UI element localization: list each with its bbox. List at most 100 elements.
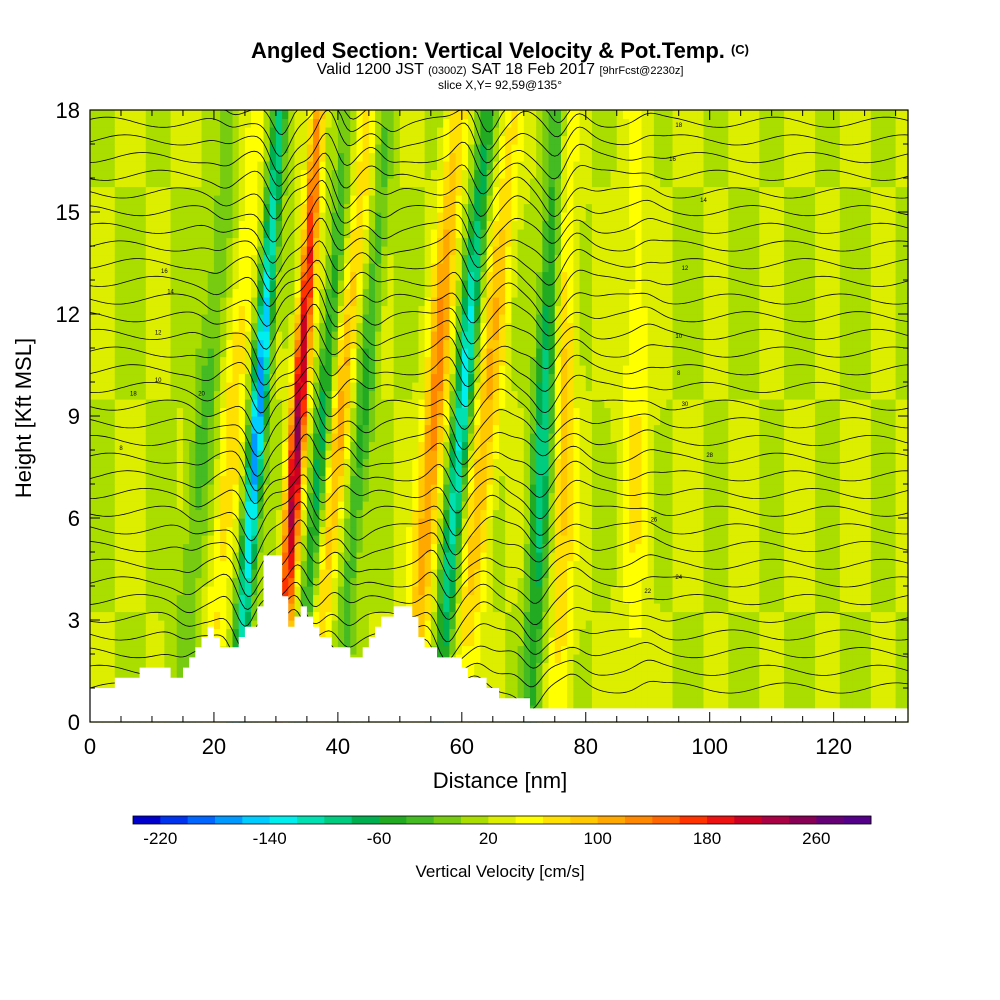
velocity-cell [170, 280, 178, 290]
velocity-cell [195, 220, 203, 230]
velocity-cell [176, 110, 184, 120]
velocity-cell [306, 118, 314, 128]
velocity-cell [368, 603, 376, 613]
velocity-cell [244, 552, 252, 562]
velocity-cell [356, 501, 364, 511]
velocity-cell [232, 254, 240, 264]
velocity-cell [486, 526, 494, 536]
velocity-cell [350, 382, 358, 392]
velocity-cell [443, 569, 451, 579]
velocity-cell [114, 586, 122, 596]
velocity-cell [102, 135, 110, 145]
velocity-cell [393, 356, 401, 366]
velocity-cell [244, 484, 252, 494]
velocity-cell [145, 314, 153, 324]
velocity-cell [207, 144, 215, 154]
velocity-cell [517, 688, 525, 698]
velocity-cell [288, 407, 296, 417]
velocity-cell [90, 543, 97, 553]
velocity-cell [437, 501, 444, 511]
velocity-cell [164, 450, 172, 460]
velocity-cell [102, 671, 110, 681]
velocity-cell [449, 526, 457, 536]
velocity-cell [176, 186, 184, 196]
velocity-cell [474, 220, 482, 230]
velocity-cell [381, 322, 389, 332]
velocity-cell [325, 237, 333, 247]
velocity-cell [139, 399, 147, 409]
velocity-cell [275, 271, 283, 281]
velocity-cell [350, 407, 358, 417]
velocity-cell [319, 560, 327, 570]
velocity-cell [114, 263, 122, 273]
velocity-cell [263, 433, 271, 443]
velocity-cell [269, 186, 277, 196]
velocity-cell [368, 475, 376, 485]
velocity-cell [195, 305, 203, 315]
velocity-cell [437, 322, 444, 332]
velocity-cell [139, 348, 147, 358]
velocity-cell [282, 543, 289, 553]
velocity-cell [437, 543, 444, 553]
velocity-cell [492, 526, 500, 536]
velocity-cell [139, 220, 147, 230]
velocity-cell [114, 450, 122, 460]
velocity-cell [244, 382, 252, 392]
velocity-cell [499, 288, 506, 298]
velocity-cell [232, 526, 240, 536]
velocity-cell [244, 467, 252, 477]
velocity-cell [381, 577, 389, 587]
velocity-cell [344, 560, 351, 570]
velocity-cell [306, 254, 314, 264]
velocity-cell [406, 110, 413, 120]
velocity-cell [319, 203, 327, 213]
velocity-cell [151, 305, 159, 315]
velocity-cell [362, 433, 370, 443]
velocity-cell [480, 305, 488, 315]
velocity-cell [474, 552, 482, 562]
velocity-cell [263, 407, 271, 417]
velocity-cell [90, 501, 97, 511]
velocity-cell [430, 543, 438, 553]
velocity-cell [139, 373, 147, 383]
velocity-cell [170, 169, 178, 179]
velocity-cell [257, 467, 265, 477]
velocity-cell [120, 220, 128, 230]
velocity-cell [319, 577, 327, 587]
velocity-cell [362, 560, 370, 570]
velocity-cell [437, 110, 444, 120]
velocity-cell [114, 662, 122, 672]
velocity-cell [418, 144, 426, 154]
velocity-cell [251, 526, 258, 536]
velocity-cell [387, 280, 395, 290]
velocity-cell [505, 433, 512, 443]
velocity-cell [275, 467, 283, 477]
velocity-cell [226, 382, 234, 392]
velocity-cell [170, 662, 178, 672]
velocity-cell [319, 186, 327, 196]
velocity-cell [294, 348, 302, 358]
velocity-cell [350, 645, 358, 655]
velocity-cell [251, 509, 258, 519]
velocity-cell [282, 407, 289, 417]
velocity-cell [368, 399, 376, 409]
velocity-cell [375, 322, 382, 332]
velocity-cell [511, 416, 519, 426]
velocity-cell [232, 603, 240, 613]
velocity-cell [412, 110, 420, 120]
velocity-cell [269, 203, 277, 213]
velocity-cell [344, 135, 351, 145]
velocity-cell [102, 356, 110, 366]
velocity-cell [362, 356, 370, 366]
velocity-cell [381, 212, 389, 222]
velocity-cell [406, 518, 413, 528]
velocity-cell [325, 246, 333, 256]
velocity-cell [406, 501, 413, 511]
velocity-cell [300, 382, 308, 392]
velocity-cell [325, 433, 333, 443]
velocity-cell [505, 254, 512, 264]
velocity-cell [325, 280, 333, 290]
velocity-cell [449, 220, 457, 230]
velocity-cell [238, 254, 246, 264]
velocity-cell [164, 203, 172, 213]
